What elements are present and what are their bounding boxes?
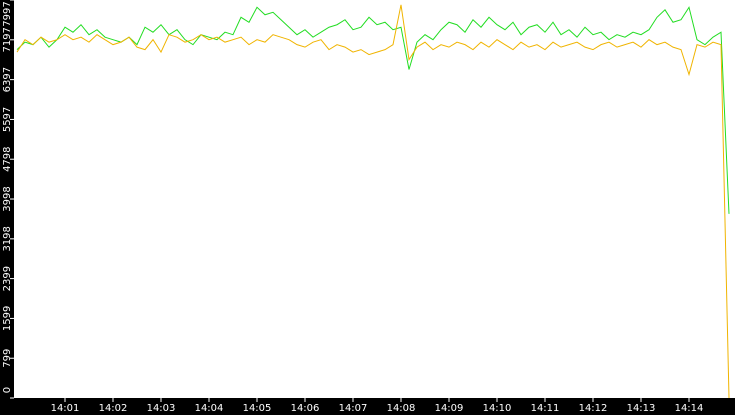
y-tick-label: 4798 [2,146,13,171]
x-tick-label: 14:08 [387,403,416,414]
x-tick-label: 14:02 [99,403,128,414]
y-tick-label: 5597 [2,107,13,132]
y-tick-label: 3198 [2,226,13,251]
x-tick-label: 14:12 [579,403,608,414]
series-line [16,4,730,399]
y-tick-label: 0 [2,387,13,393]
y-tick-label: 799 [2,349,13,368]
x-tick-label: 14:07 [339,403,368,414]
x-tick-label: 14:14 [675,403,704,414]
y-tick-label: 7997 [2,1,13,26]
x-tick-label: 14:13 [627,403,656,414]
x-tick-label: 14:03 [147,403,176,414]
y-axis-strip [0,0,14,415]
x-axis-strip [0,398,735,415]
x-tick-label: 14:09 [435,403,464,414]
x-tick-label: 14:04 [195,403,224,414]
x-tick-label: 14:01 [51,403,80,414]
x-tick-label: 14:05 [243,403,272,414]
y-tick-label: 1599 [2,306,13,331]
x-tick-label: 14:11 [531,403,560,414]
y-tick-label: 2399 [2,266,13,291]
series-line [16,6,730,214]
y-tick-label: 7197 [2,27,13,52]
x-tick-label: 14:06 [291,403,320,414]
y-tick-label: 3998 [2,186,13,211]
y-tick-label: 6397 [2,67,13,92]
x-tick-label: 14:10 [483,403,512,414]
